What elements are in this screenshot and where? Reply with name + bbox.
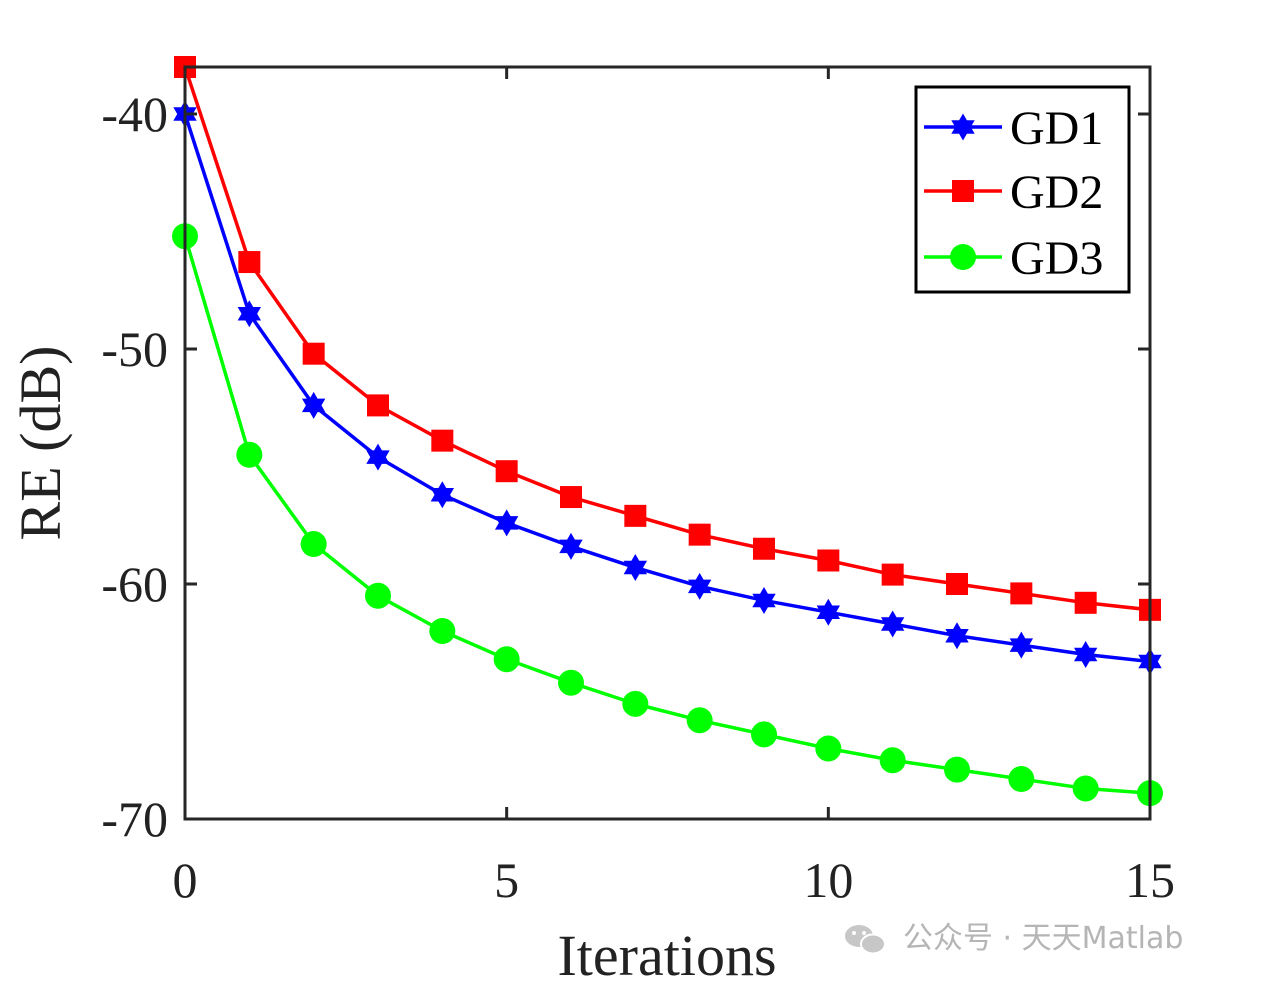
y-tick-label: -60 [101,556,168,612]
legend-entry-gd1: GD1 [924,102,1103,155]
data-point-gd2 [1010,582,1033,605]
data-point-gd1 [301,391,326,419]
data-point-gd1 [430,481,455,509]
data-point-gd2 [367,394,389,417]
x-tick-label: 5 [494,852,519,908]
tick-marks [183,67,1152,821]
plot-area-frame [183,65,1152,821]
y-axis-label: RE (dB) [8,346,73,541]
legend: GD1 GD2 GD3 [914,85,1131,294]
data-point-gd2 [753,537,775,560]
data-point-gd2 [946,573,968,595]
data-point-gd2 [624,504,647,527]
data-point-gd1 [687,572,712,600]
series-layer [172,56,1163,807]
data-point-gd1 [494,509,519,537]
wechat-icon [845,925,886,955]
data-point-gd2 [431,429,454,452]
series-gd1 [173,100,1162,676]
data-point-gd2 [817,549,840,572]
data-point-gd1 [816,598,841,626]
data-point-gd1 [945,622,969,650]
legend-label: GD2 [1010,166,1103,219]
tick-labels: 0 5 10 15 -40 -50 -60 -70 [101,86,1175,908]
series-line-gd2 [183,66,1151,612]
data-point-gd1 [1009,631,1034,659]
data-point-gd1 [237,300,262,328]
data-point-gd3 [1072,775,1099,802]
data-point-gd1 [752,586,776,614]
x-tick-label: 10 [803,852,853,908]
legend-label: GD1 [1010,102,1103,155]
data-point-gd2 [688,523,711,546]
data-point-gd3 [1008,766,1035,793]
y-tick-label: -50 [101,321,168,377]
data-point-gd3 [429,618,456,644]
data-point-gd1 [559,532,583,560]
data-point-gd1 [623,554,648,582]
legend-marker [952,180,974,202]
y-tick-label: -70 [101,791,168,847]
data-point-gd3 [751,721,777,748]
legend-marker [951,113,975,141]
data-point-gd3 [300,531,327,558]
legend-entry-gd2: GD2 [924,166,1103,219]
legend-marker [950,244,976,270]
series-gd2 [174,56,1161,621]
y-tick-label: -40 [101,86,168,142]
data-point-gd2 [238,251,261,274]
data-point-gd3 [879,747,906,774]
data-point-gd2 [1074,591,1097,614]
legend-entry-gd3: GD3 [924,232,1103,285]
data-point-gd1 [880,610,905,638]
data-point-gd3 [493,646,520,673]
watermark: 公众号 · 天天Matlab [845,921,1183,956]
series-line-gd1 [183,113,1151,664]
x-tick-label: 15 [1125,852,1175,908]
data-point-gd3 [236,441,263,468]
data-point-gd3 [815,735,842,762]
data-point-gd3 [558,669,584,696]
data-point-gd2 [495,460,518,483]
data-point-gd1 [366,443,390,471]
data-point-gd2 [560,486,582,509]
data-point-gd3 [365,582,391,609]
data-point-gd3 [686,707,713,734]
series-gd3 [172,223,1163,807]
x-tick-label: 0 [173,852,198,908]
data-point-gd3 [944,756,970,783]
legend-label: GD3 [1010,232,1103,285]
series-line-gd3 [183,235,1151,795]
x-axis-label: Iterations [557,923,776,988]
data-point-gd2 [302,342,325,365]
data-point-gd1 [1073,640,1098,669]
data-point-gd2 [881,563,904,586]
watermark-text: 公众号 · 天天Matlab [903,921,1183,956]
data-point-gd3 [622,690,649,717]
